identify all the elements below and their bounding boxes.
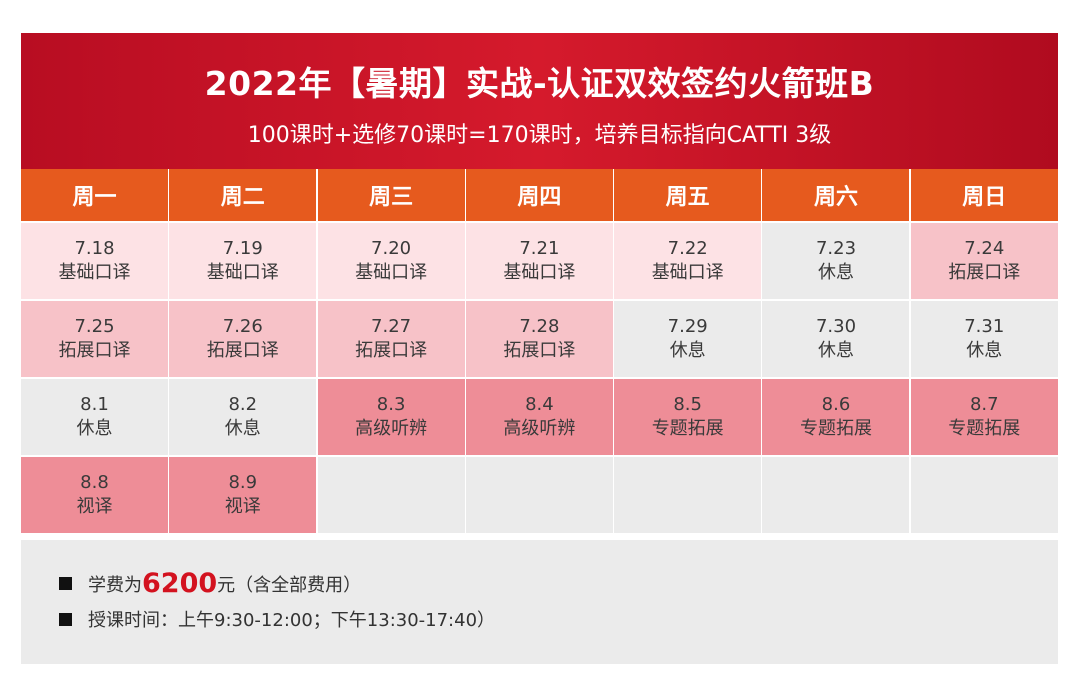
cell-course: 拓展口译 <box>355 340 428 361</box>
cell-course: 休息 <box>817 340 854 361</box>
schedule-cell: 7.19 基础口译 <box>169 223 317 299</box>
cell-date: 7.30 <box>815 316 857 337</box>
schedule-cell: 7.23 休息 <box>762 223 910 299</box>
cell-course: 拓展口译 <box>58 340 131 361</box>
cell-course: 高级听辨 <box>355 418 428 439</box>
fee-line: 学费为 6200 元（含全部费用） <box>59 568 361 599</box>
cell-course: 基础口译 <box>58 262 131 283</box>
cell-date: 8.5 <box>673 394 702 415</box>
cell-date: 7.25 <box>74 316 115 337</box>
cell-course: 基础口译 <box>503 262 576 283</box>
cell-date: 8.6 <box>821 394 851 415</box>
square-bullet-icon <box>59 612 72 626</box>
course-title: 2022年【暑期】实战-认证双效签约火箭班B <box>204 64 875 103</box>
cell-date: 8.8 <box>80 472 109 493</box>
cell-course: 拓展口译 <box>503 340 576 361</box>
weekday-header-tue: 周二 <box>169 169 317 221</box>
schedule-cell: 7.28 拓展口译 <box>465 301 613 377</box>
schedule-cell: 7.21 基础口译 <box>465 223 613 299</box>
weekday-header-sat: 周六 <box>762 169 910 221</box>
cell-date: 7.24 <box>964 238 1005 259</box>
schedule-cell: 7.31 休息 <box>910 301 1058 377</box>
cell-course: 专题拓展 <box>799 418 872 439</box>
schedule-cell: 7.24 拓展口译 <box>910 223 1058 299</box>
schedule-cell-empty <box>762 457 910 533</box>
schedule-cell-empty <box>910 457 1058 533</box>
schedule-cell: 7.25 拓展口译 <box>21 301 168 377</box>
cell-course: 专题拓展 <box>948 418 1021 439</box>
weekday-header-thu: 周四 <box>465 169 613 221</box>
cell-course: 视译 <box>76 496 113 517</box>
cell-course: 休息 <box>817 262 854 283</box>
cell-date: 7.23 <box>815 238 857 259</box>
schedule-cell: 8.3 高级听辨 <box>317 379 465 455</box>
weekday-header-sun: 周日 <box>910 169 1058 221</box>
schedule-cell-empty <box>317 457 465 533</box>
schedule-cell: 7.30 休息 <box>762 301 910 377</box>
schedule-cell: 8.6 专题拓展 <box>762 379 910 455</box>
class-hours: 授课时间：上午9:30-12:00；下午13:30-17:40） <box>88 610 496 631</box>
schedule-cell: 8.8 视译 <box>21 457 168 533</box>
schedule-cell: 7.26 拓展口译 <box>169 301 317 377</box>
schedule-cell: 7.22 基础口译 <box>614 223 762 299</box>
schedule-cell: 7.27 拓展口译 <box>317 301 465 377</box>
cell-course: 基础口译 <box>355 262 428 283</box>
cell-course: 视译 <box>224 496 261 517</box>
cell-course: 高级听辨 <box>503 418 576 439</box>
cell-date: 8.7 <box>969 394 999 415</box>
cell-course: 休息 <box>224 418 261 439</box>
cell-date: 7.29 <box>667 316 708 337</box>
square-bullet-icon <box>59 577 72 590</box>
schedule-cell: 8.4 高级听辨 <box>465 379 613 455</box>
cell-course: 专题拓展 <box>651 418 724 439</box>
cell-date: 8.4 <box>525 394 554 415</box>
cell-date: 7.31 <box>964 316 1005 337</box>
cell-course: 基础口译 <box>206 262 279 283</box>
weekday-header-mon: 周一 <box>21 169 168 221</box>
course-subtitle: 100课时+选修70课时=170课时，培养目标指向CATTI 3级 <box>247 123 832 148</box>
schedule-line: 授课时间：上午9:30-12:00；下午13:30-17:40） <box>59 606 495 632</box>
course-info-panel: 学费为 6200 元（含全部费用） 授课时间：上午9:30-12:00；下午13:3… <box>21 540 1058 664</box>
weekday-header-wed: 周三 <box>317 169 465 221</box>
schedule-cell: 7.20 基础口译 <box>317 223 465 299</box>
schedule-cell-empty <box>614 457 762 533</box>
course-banner: 2022年【暑期】实战-认证双效签约火箭班B 100课时+选修70课时=170课… <box>21 33 1058 169</box>
schedule-cell: 8.2 休息 <box>169 379 317 455</box>
fee-suffix: 元（含全部费用） <box>217 574 362 596</box>
cell-date: 8.2 <box>228 394 258 415</box>
schedule-cell: 7.18 基础口译 <box>21 223 168 299</box>
cell-date: 8.3 <box>376 394 406 415</box>
schedule-cell-empty <box>465 457 613 533</box>
fee-prefix: 学费为 <box>88 574 142 596</box>
cell-date: 7.18 <box>74 238 115 259</box>
weekday-header-fri: 周五 <box>614 169 762 221</box>
fee-amount: 6200 <box>142 568 218 599</box>
cell-date: 8.9 <box>228 472 258 493</box>
cell-date: 7.20 <box>371 238 412 259</box>
cell-date: 8.1 <box>80 394 109 415</box>
cell-date: 7.27 <box>371 316 412 337</box>
cell-date: 7.22 <box>667 238 708 259</box>
cell-course: 基础口译 <box>651 262 724 283</box>
cell-course: 拓展口译 <box>948 262 1021 283</box>
schedule-cell: 8.1 休息 <box>21 379 168 455</box>
cell-course: 休息 <box>669 340 706 361</box>
schedule-table: 周一 周二 周三 周四 周五 周六 周日 7.18 基础口译 7.19 基础口译 7.2… <box>21 169 1058 535</box>
schedule-cell: 8.9 视译 <box>169 457 317 533</box>
schedule-cell: 7.29 休息 <box>614 301 762 377</box>
cell-date: 7.21 <box>519 238 560 259</box>
cell-date: 7.26 <box>222 316 263 337</box>
schedule-cell: 8.7 专题拓展 <box>910 379 1058 455</box>
schedule-cell: 8.5 专题拓展 <box>614 379 762 455</box>
cell-date: 7.19 <box>222 238 263 259</box>
cell-course: 休息 <box>966 340 1003 361</box>
cell-course: 拓展口译 <box>206 340 279 361</box>
cell-date: 7.28 <box>519 316 560 337</box>
cell-course: 休息 <box>76 418 113 439</box>
